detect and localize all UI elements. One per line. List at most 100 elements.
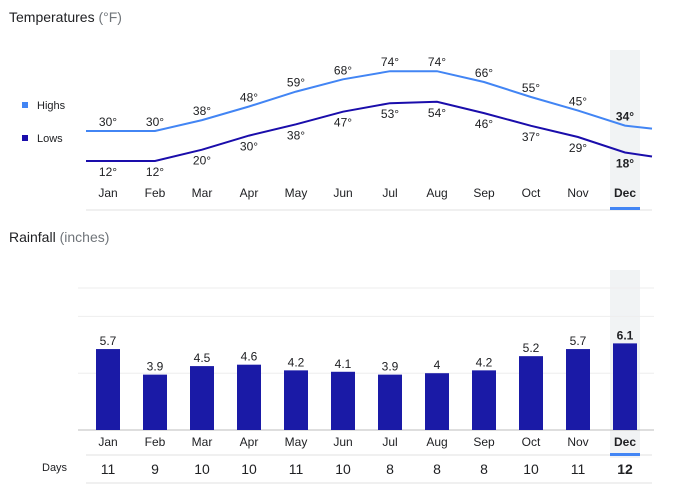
rainfall-month-label[interactable]: Apr xyxy=(240,435,259,449)
rainfall-days-value: 10 xyxy=(241,461,257,477)
lows-point-label: 29° xyxy=(569,141,587,155)
rainfall-value-label: 3.9 xyxy=(382,360,399,374)
rainfall-title-text: Rainfall xyxy=(9,229,56,245)
rainfall-unit: (inches) xyxy=(59,229,110,245)
lows-point-label: 20° xyxy=(193,154,211,168)
lows-point-label: 38° xyxy=(287,128,305,142)
rainfall-bar[interactable] xyxy=(519,356,543,430)
temperatures-month-label[interactable]: May xyxy=(285,186,308,200)
temperatures-month-label[interactable]: Apr xyxy=(240,186,259,200)
rainfall-days-value: 11 xyxy=(571,461,586,477)
rainfall-days-label: Days xyxy=(42,462,68,474)
rainfall-days-value: 11 xyxy=(101,461,116,477)
highs-point-label: 55° xyxy=(522,81,540,95)
rainfall-bar[interactable] xyxy=(190,366,214,430)
rainfall-value-label: 4.6 xyxy=(241,350,258,364)
temperatures-month-label[interactable]: Nov xyxy=(567,186,588,200)
lows-point-label: 12° xyxy=(146,165,164,179)
lows-line xyxy=(86,100,653,162)
rainfall-month-label[interactable]: May xyxy=(285,435,308,449)
highs-point-label: 48° xyxy=(240,91,258,105)
rainfall-month-label[interactable]: Aug xyxy=(426,435,447,449)
rainfall-selected-indicator xyxy=(610,453,640,456)
highs-point-label: 38° xyxy=(193,104,211,118)
rainfall-value-label: 5.2 xyxy=(523,341,540,355)
temperatures-title-text: Temperatures xyxy=(9,9,95,25)
rainfall-days-value: 11 xyxy=(289,461,304,477)
rainfall-bar[interactable] xyxy=(284,370,308,430)
temperatures-month-label[interactable]: Jan xyxy=(98,186,117,200)
rainfall-value-label: 5.7 xyxy=(100,334,117,348)
temperatures-unit: (°F) xyxy=(98,9,122,25)
temperatures-month-label[interactable]: Feb xyxy=(145,186,166,200)
rainfall-month-label[interactable]: Sep xyxy=(473,435,495,449)
rainfall-days-value: 10 xyxy=(335,461,351,477)
rainfall-month-label[interactable]: Mar xyxy=(192,435,213,449)
rainfall-days-value: 10 xyxy=(523,461,539,477)
highs-point-label: 30° xyxy=(99,115,117,129)
rainfall-value-label: 4.2 xyxy=(476,355,493,369)
temperatures-month-label[interactable]: Mar xyxy=(192,186,213,200)
legend-lows-swatch xyxy=(22,135,28,141)
lows-point-label: 54° xyxy=(428,106,446,120)
rainfall-month-label[interactable]: Nov xyxy=(567,435,588,449)
lows-point-label: 37° xyxy=(522,130,540,144)
highs-point-label: 45° xyxy=(569,95,587,109)
rainfall-value-label: 6.1 xyxy=(617,328,634,342)
temperatures-title: Temperatures (°F) xyxy=(9,9,122,25)
temperatures-month-label[interactable]: Oct xyxy=(522,186,541,200)
rainfall-days-value: 10 xyxy=(194,461,210,477)
lows-point-label: 47° xyxy=(334,116,352,130)
rainfall-bar[interactable] xyxy=(143,374,167,430)
highs-point-label: 66° xyxy=(475,66,493,80)
rainfall-value-label: 4.5 xyxy=(194,351,211,365)
rainfall-bar[interactable] xyxy=(378,374,402,430)
highs-point-label: 34° xyxy=(616,110,634,124)
lows-point-label: 53° xyxy=(381,107,399,121)
rainfall-bar[interactable] xyxy=(331,371,355,430)
rainfall-value-label: 4 xyxy=(434,358,441,372)
selected-column-bg-temperatures xyxy=(610,50,640,208)
rainfall-month-label[interactable]: Feb xyxy=(145,435,166,449)
rainfall-month-label[interactable]: Jan xyxy=(98,435,117,449)
temperatures-month-label[interactable]: Aug xyxy=(426,186,447,200)
lows-point-label: 30° xyxy=(240,140,258,154)
rainfall-value-label: 4.1 xyxy=(335,357,352,371)
lows-point-label: 18° xyxy=(616,157,634,171)
highs-point-label: 74° xyxy=(428,55,446,69)
rainfall-days-value: 12 xyxy=(617,461,633,477)
rainfall-value-label: 5.7 xyxy=(570,334,587,348)
lows-point-label: 12° xyxy=(99,165,117,179)
rainfall-month-label[interactable]: Dec xyxy=(614,435,636,449)
rainfall-bar[interactable] xyxy=(566,349,590,430)
rainfall-days-value: 8 xyxy=(386,461,394,477)
temperatures-month-label[interactable]: Sep xyxy=(473,186,495,200)
highs-line xyxy=(86,70,653,132)
rainfall-bar[interactable] xyxy=(425,373,449,430)
lows-point-label: 46° xyxy=(475,117,493,131)
temperatures-selected-indicator xyxy=(610,207,640,210)
rainfall-days-value: 8 xyxy=(433,461,441,477)
rainfall-month-label[interactable]: Jun xyxy=(333,435,352,449)
legend-lows-label: Lows xyxy=(37,133,63,145)
highs-point-label: 74° xyxy=(381,55,399,69)
rainfall-days-value: 9 xyxy=(151,461,159,477)
rainfall-month-label[interactable]: Jul xyxy=(382,435,397,449)
rainfall-bar[interactable] xyxy=(613,343,637,430)
rainfall-value-label: 4.2 xyxy=(288,355,305,369)
temperatures-month-label[interactable]: Jun xyxy=(333,186,352,200)
legend-highs-label: Highs xyxy=(37,100,66,112)
rainfall-bar[interactable] xyxy=(472,370,496,430)
rainfall-title: Rainfall (inches) xyxy=(9,229,109,245)
temperatures-month-label[interactable]: Dec xyxy=(614,186,636,200)
rainfall-month-label[interactable]: Oct xyxy=(522,435,541,449)
rainfall-bar[interactable] xyxy=(237,364,261,430)
highs-point-label: 59° xyxy=(287,76,305,90)
temperatures-month-label[interactable]: Jul xyxy=(382,186,397,200)
highs-point-label: 68° xyxy=(334,63,352,77)
rainfall-days-value: 8 xyxy=(480,461,488,477)
rainfall-bar[interactable] xyxy=(96,349,120,430)
highs-point-label: 30° xyxy=(146,115,164,129)
